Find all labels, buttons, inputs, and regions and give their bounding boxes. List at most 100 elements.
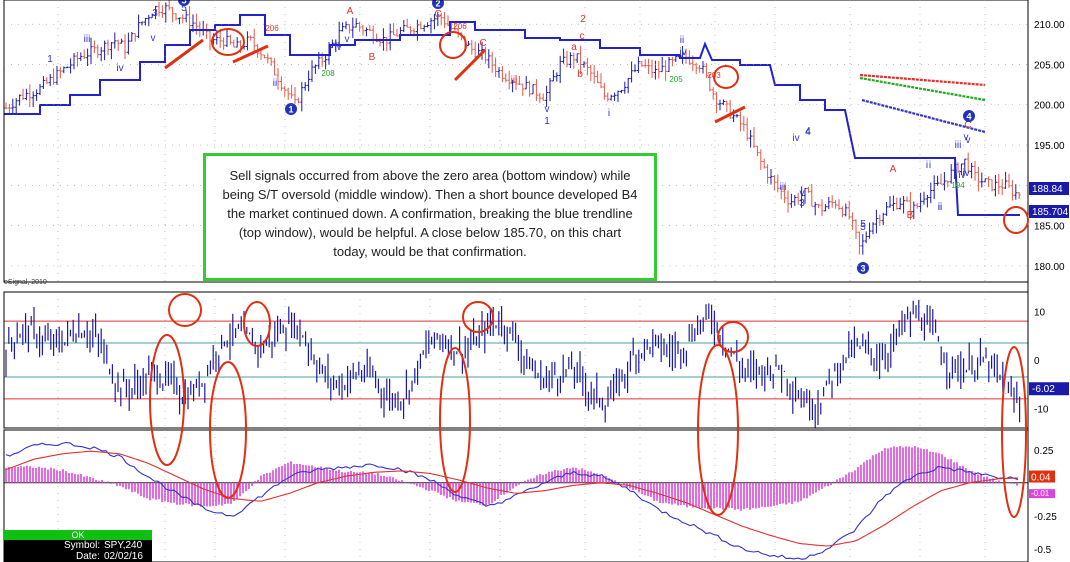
pivot-label: 206: [453, 22, 467, 31]
wave-label: v: [964, 132, 969, 143]
wave-label: iv: [116, 63, 123, 74]
wave-label: 1: [47, 54, 53, 65]
wave-circle-marker: [963, 110, 975, 122]
wave-label: v: [800, 188, 805, 199]
osc-last-tag: [1029, 382, 1069, 396]
wave-label: i: [929, 160, 931, 171]
oscillator-panel: [4, 299, 1028, 429]
highlight-ellipse: [1001, 346, 1027, 518]
wave-circle-marker: [857, 262, 869, 274]
wave-circle-label: 4: [966, 112, 971, 122]
wave-label: 1: [544, 116, 550, 127]
highlight-ellipse: [697, 344, 739, 516]
wave-label: ii: [680, 35, 684, 46]
wave-circle-label: 5: [181, 0, 186, 6]
highlight-circle: [1003, 206, 1029, 234]
price-tick-label: 205.00: [1034, 60, 1065, 71]
date-row: Date: 02/02/16: [4, 551, 152, 562]
price-tick-label: 185.00: [1034, 222, 1065, 233]
wave-circle-marker: [178, 0, 190, 6]
price-tick-label: 180.00: [1034, 262, 1065, 273]
macd-last-tag: [1029, 470, 1055, 483]
highlight-ellipse: [439, 347, 471, 493]
status-panel: OK Symbol: SPY,240 Date: 02/02/16: [4, 530, 152, 562]
macd-last-label: 0.04: [1031, 473, 1051, 484]
watermark: eSignal, 2010: [4, 279, 47, 286]
wave-label: v: [151, 33, 156, 44]
channel-line: [859, 76, 986, 102]
last-value-label: 185.704: [1032, 207, 1069, 218]
price-tick-label: 210.00: [1034, 20, 1065, 31]
trend-slash: [714, 105, 746, 124]
wave-label: v: [345, 34, 350, 45]
wave-label: 4: [805, 127, 811, 138]
trend-slash: [453, 48, 487, 82]
wave-circle-label: 1: [288, 105, 293, 115]
pivot-label: 206: [265, 24, 279, 33]
pivot-label: 194: [951, 181, 965, 190]
osc-tick-label: 0: [1034, 356, 1040, 367]
wave-label: v: [545, 104, 550, 115]
wave-label: 5: [860, 219, 866, 230]
highlight-circle: [717, 321, 749, 353]
wave-label: iii: [84, 34, 91, 45]
wave-label: A: [347, 6, 354, 17]
wave-label: iv: [792, 133, 799, 144]
osc-tick-label: 10: [1034, 307, 1046, 318]
wave-label: b: [577, 69, 583, 80]
last-value-tag: [1029, 182, 1069, 195]
wave-label: ii: [938, 202, 942, 213]
macd-tick-label: -0.5: [1034, 545, 1052, 556]
channel-line: [859, 73, 986, 87]
wave-label: i: [608, 108, 610, 119]
wave-label: 3: [799, 198, 805, 209]
wave-label: 4: [805, 126, 811, 137]
macd-panel: [4, 441, 1028, 560]
wave-label: C: [479, 38, 486, 49]
wave-label: C: [964, 120, 971, 131]
wave-circle-marker: [285, 103, 297, 115]
highlight-circle: [713, 65, 739, 89]
trend-slash: [232, 44, 269, 64]
last-value-tag: [1029, 205, 1069, 218]
highlight-circle: [462, 301, 494, 333]
macd-fast-line: [5, 441, 1019, 560]
highlight-circle: [211, 28, 245, 56]
osc-tick-label: -10: [1034, 405, 1049, 416]
wave-label: 2: [580, 14, 586, 25]
macd-last-label-2: -0.01: [1031, 489, 1050, 498]
highlight-circle: [243, 301, 271, 347]
wave-label: 5: [860, 222, 866, 233]
wave-label: A: [890, 164, 897, 175]
pivot-label: 208: [321, 69, 335, 78]
wave-label: iv: [679, 47, 686, 58]
macd-tick-label: 0.25: [1034, 446, 1054, 457]
symbol-row: Symbol: SPY,240: [4, 540, 152, 551]
wave-label: iv: [334, 42, 341, 53]
trend-slash: [164, 38, 204, 70]
y-axis: 210.00205.00200.00195.00190.00185.00180.…: [3, 0, 1069, 562]
wave-label: iv: [962, 168, 969, 179]
wave-label: iv: [958, 170, 965, 181]
macd-last-tag-2: [1029, 489, 1055, 499]
wave-label: iii: [955, 140, 962, 151]
wave-label: 5: [181, 3, 187, 14]
wave-circle-label: 2: [435, 0, 440, 9]
wave-label: 3: [152, 8, 158, 19]
macd-tick-label: -0.25: [1034, 512, 1057, 523]
symbol-value: SPY,240: [104, 540, 143, 551]
wave-label: i: [926, 160, 928, 171]
price-tick-label: 200.00: [1034, 101, 1065, 112]
channel-line: [861, 98, 986, 134]
highlight-ellipse: [209, 361, 247, 499]
last-value-label: 188.84: [1032, 184, 1063, 195]
wave-label: B: [369, 52, 376, 63]
wave-circle-marker: [432, 0, 444, 9]
wave-label: ii: [938, 202, 942, 213]
pivot-label: 205: [669, 75, 683, 84]
date-label: Date:: [76, 551, 100, 562]
wave-label: c: [580, 31, 585, 42]
wave-label: v: [966, 135, 971, 146]
